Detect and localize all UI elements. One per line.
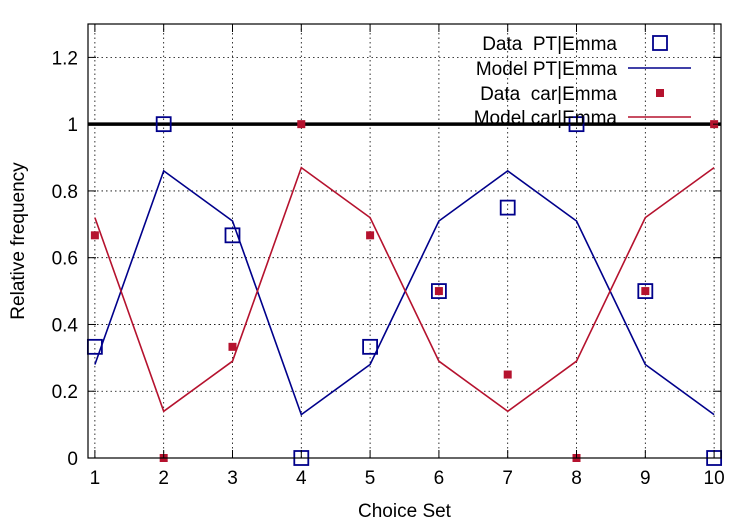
series-3 [94, 166, 715, 413]
x-tick-label: 8 [571, 468, 582, 489]
data-point-filled-square [297, 120, 306, 129]
data-point-open-square [224, 227, 241, 244]
y-tick-label: 1.2 [52, 48, 78, 69]
data-point-filled-square [228, 342, 237, 351]
x-tick-label: 10 [704, 468, 725, 489]
data-point-open-square [155, 116, 172, 133]
y-tick-label: 0 [67, 449, 78, 470]
tick-labels: 1 2 3 4 5 6 7 8 9 10 0 0.2 0.4 0.6 0.8 1 1.2 [52, 48, 725, 489]
data-point-filled-square [503, 370, 512, 379]
ticks [88, 24, 721, 459]
x-tick-label: 4 [296, 468, 307, 489]
data-point-open-square [362, 338, 378, 355]
y-tick-label: 0.4 [52, 315, 79, 336]
y-tick-label: 0.8 [52, 182, 78, 203]
data-point-open-square [431, 283, 447, 299]
legend-open-square-sample [652, 35, 668, 51]
x-tick-label: 7 [502, 468, 513, 489]
legend-label: Data car|Emma [480, 84, 617, 105]
legend: Data PT|Emma Model PT|Emma Data car|Emma Mo… [474, 34, 691, 129]
data-point-filled-square [90, 231, 99, 240]
series-1 [94, 169, 715, 416]
data-point-filled-square [641, 287, 650, 296]
series-group [86, 116, 723, 466]
x-tick-label: 1 [90, 468, 101, 489]
plot-frame [87, 23, 722, 459]
x-tick-label: 9 [640, 468, 651, 489]
y-tick-label: 0.2 [52, 382, 78, 403]
data-point-open-square [637, 283, 654, 299]
legend-filled-square-sample [656, 89, 664, 97]
data-point-filled-square [366, 231, 375, 240]
x-tick-label: 5 [365, 468, 376, 489]
x-tick-label: 2 [158, 468, 169, 489]
x-tick-label: 6 [434, 468, 445, 489]
x-axis-label: Choice Set [358, 501, 452, 522]
legend-label: Data PT|Emma [482, 34, 617, 55]
data-point-filled-square [434, 287, 443, 296]
legend-label: Model car|Emma [474, 108, 618, 129]
data-point-open-square [568, 116, 585, 133]
legend-label: Model PT|Emma [476, 59, 618, 80]
y-axis-label: Relative frequency [8, 162, 29, 320]
y-tick-label: 1 [67, 115, 78, 136]
x-tick-label: 3 [227, 468, 238, 489]
y-tick-label: 0.6 [52, 249, 78, 270]
model-line [94, 166, 715, 413]
data-point-open-square [499, 199, 516, 216]
model-line [94, 169, 715, 416]
